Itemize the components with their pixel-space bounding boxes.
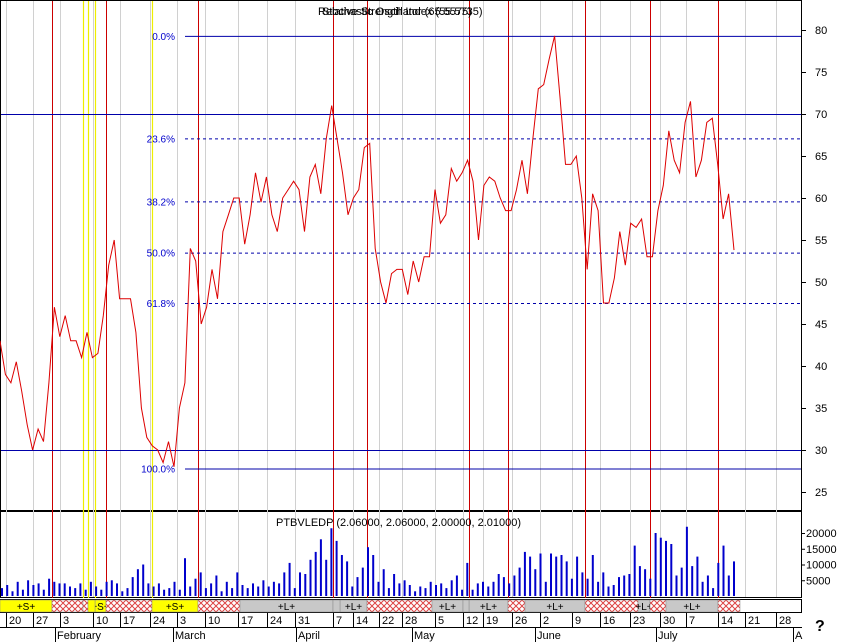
stochastic-title: Stochastic Oscillator (65.5575) [322, 6, 472, 18]
day-label-23: 30 [663, 615, 675, 627]
month-label-5: July [658, 630, 678, 642]
signal-segment-label-6: +L+ [278, 602, 295, 613]
fib-label-5: 100.0% [141, 464, 175, 475]
day-label-12: 14 [356, 615, 368, 627]
rsi-tick-label-25: 25 [815, 487, 827, 499]
fib-label-3: 50.0% [147, 249, 175, 260]
day-label-19: 2 [543, 615, 549, 627]
signal-segment-5 [197, 599, 241, 613]
day-label-17: 19 [486, 615, 498, 627]
fib-label-2: 38.2% [147, 197, 175, 208]
signal-segment-8 [366, 599, 433, 613]
day-label-11: 7 [336, 615, 342, 627]
volume-tick-label-15000: 15000 [806, 544, 837, 556]
rsi-tick-label-35: 35 [815, 403, 827, 415]
month-label-1: March [175, 630, 206, 642]
volume-panel [0, 511, 802, 598]
day-label-24: 7 [689, 615, 695, 627]
signal-segment-gap-a [82, 599, 89, 613]
signal-segment-gap-b [87, 599, 96, 613]
rsi-tick-label-60: 60 [815, 193, 827, 205]
reference-lines [1, 114, 801, 451]
month-label-2: April [298, 630, 320, 642]
rsi-panel [0, 0, 802, 511]
day-label-10: 31 [298, 615, 310, 627]
signal-segment-11 [507, 599, 526, 613]
rsi-tick-label-50: 50 [815, 277, 827, 289]
day-label-14: 28 [405, 615, 417, 627]
rsi-tick-label-45: 45 [815, 319, 827, 331]
rsi-tick-label-80: 80 [815, 25, 827, 37]
day-label-27: 28 [779, 615, 791, 627]
volume-tick-label-20000: 20000 [806, 528, 837, 540]
signal-segments: +S+ +S+ +S+ +L+ +L+ +L+ +L+ +L+ +L+ +L+ [0, 599, 741, 613]
signal-segment-label-9: +L+ [439, 602, 456, 613]
day-label-6: 3 [180, 615, 186, 627]
rsi-y-axis: 25 30 35 40 45 50 55 60 65 70 75 80 [801, 25, 827, 499]
day-label-13: 22 [382, 615, 394, 627]
day-label-0: 20 [9, 615, 21, 627]
day-label-20: 9 [575, 615, 581, 627]
signal-segment-1 [51, 599, 84, 613]
rsi-tick-label-40: 40 [815, 361, 827, 373]
signal-segment-gap-c [332, 599, 341, 613]
day-label-26: 21 [748, 615, 760, 627]
rsi-line [0, 35, 735, 467]
rsi-tick-label-70: 70 [815, 109, 827, 121]
help-button[interactable]: ? [815, 618, 825, 635]
month-label-6: A [795, 630, 803, 642]
day-label-5: 24 [153, 615, 165, 627]
signal-segment-label-12: +L+ [546, 602, 563, 613]
day-label-7: 10 [208, 615, 220, 627]
signal-segment-label-7: +L+ [345, 602, 362, 613]
day-label-9: 24 [270, 615, 282, 627]
volume-title: PTBVLEDP (2.06000, 2.06000, 2.00000, 2.0… [276, 517, 521, 529]
day-label-4: 17 [123, 615, 135, 627]
rsi-tick-label-75: 75 [815, 67, 827, 79]
signal-segment-label-0: +S+ [17, 602, 36, 613]
volume-tick-label-10000: 10000 [806, 560, 837, 572]
signal-segment-label-10: +L+ [480, 602, 497, 613]
fib-label-4: 61.8% [147, 299, 175, 310]
volume-y-axis: 5000 10000 15000 20000 [801, 528, 837, 587]
rsi-tick-label-65: 65 [815, 151, 827, 163]
fibonacci-levels: 0.0% 23.6% 38.2% 50.0% 61.8% 100.0% [141, 32, 801, 475]
rsi-tick-label-55: 55 [815, 235, 827, 247]
day-label-21: 16 [603, 615, 615, 627]
month-label-3: May [414, 630, 435, 642]
day-label-2: 3 [63, 615, 69, 627]
signal-segment-3 [105, 599, 153, 613]
event-lines [52, 1, 719, 598]
signal-segment-13 [584, 599, 639, 613]
signal-segment-gap-d [462, 599, 470, 613]
day-label-15: 5 [438, 615, 444, 627]
fib-label-1: 23.6% [147, 134, 175, 145]
signal-segment-15 [649, 599, 667, 613]
signal-segment-label-16: +L+ [683, 602, 700, 613]
fib-label-0: 0.0% [152, 32, 175, 43]
day-label-22: 23 [633, 615, 645, 627]
rsi-tick-label-30: 30 [815, 445, 827, 457]
day-label-3: 10 [96, 615, 108, 627]
volume-tick-label-5000: 5000 [806, 575, 830, 587]
date-axis: 20 27 3 10 17 24 3 10 17 24 31 7 14 22 28 5 12 19 26 2 9 16 23… [6, 613, 803, 642]
day-label-25: 14 [721, 615, 733, 627]
day-label-16: 12 [466, 615, 478, 627]
day-label-18: 26 [515, 615, 527, 627]
signal-segment-17 [717, 599, 741, 613]
rsi-series [0, 35, 735, 467]
signal-segment-label-2: +S+ [91, 602, 110, 613]
signal-segment-label-14: +L+ [635, 602, 652, 613]
volume-bars [1, 526, 735, 596]
day-label-1: 27 [36, 615, 48, 627]
day-label-8: 17 [241, 615, 253, 627]
signal-segment-label-4: +S+ [166, 602, 185, 613]
month-label-4: June [537, 630, 561, 642]
month-label-0: February [57, 630, 102, 642]
rsi-title: Relative Strength Index (55.5735) [318, 6, 483, 18]
